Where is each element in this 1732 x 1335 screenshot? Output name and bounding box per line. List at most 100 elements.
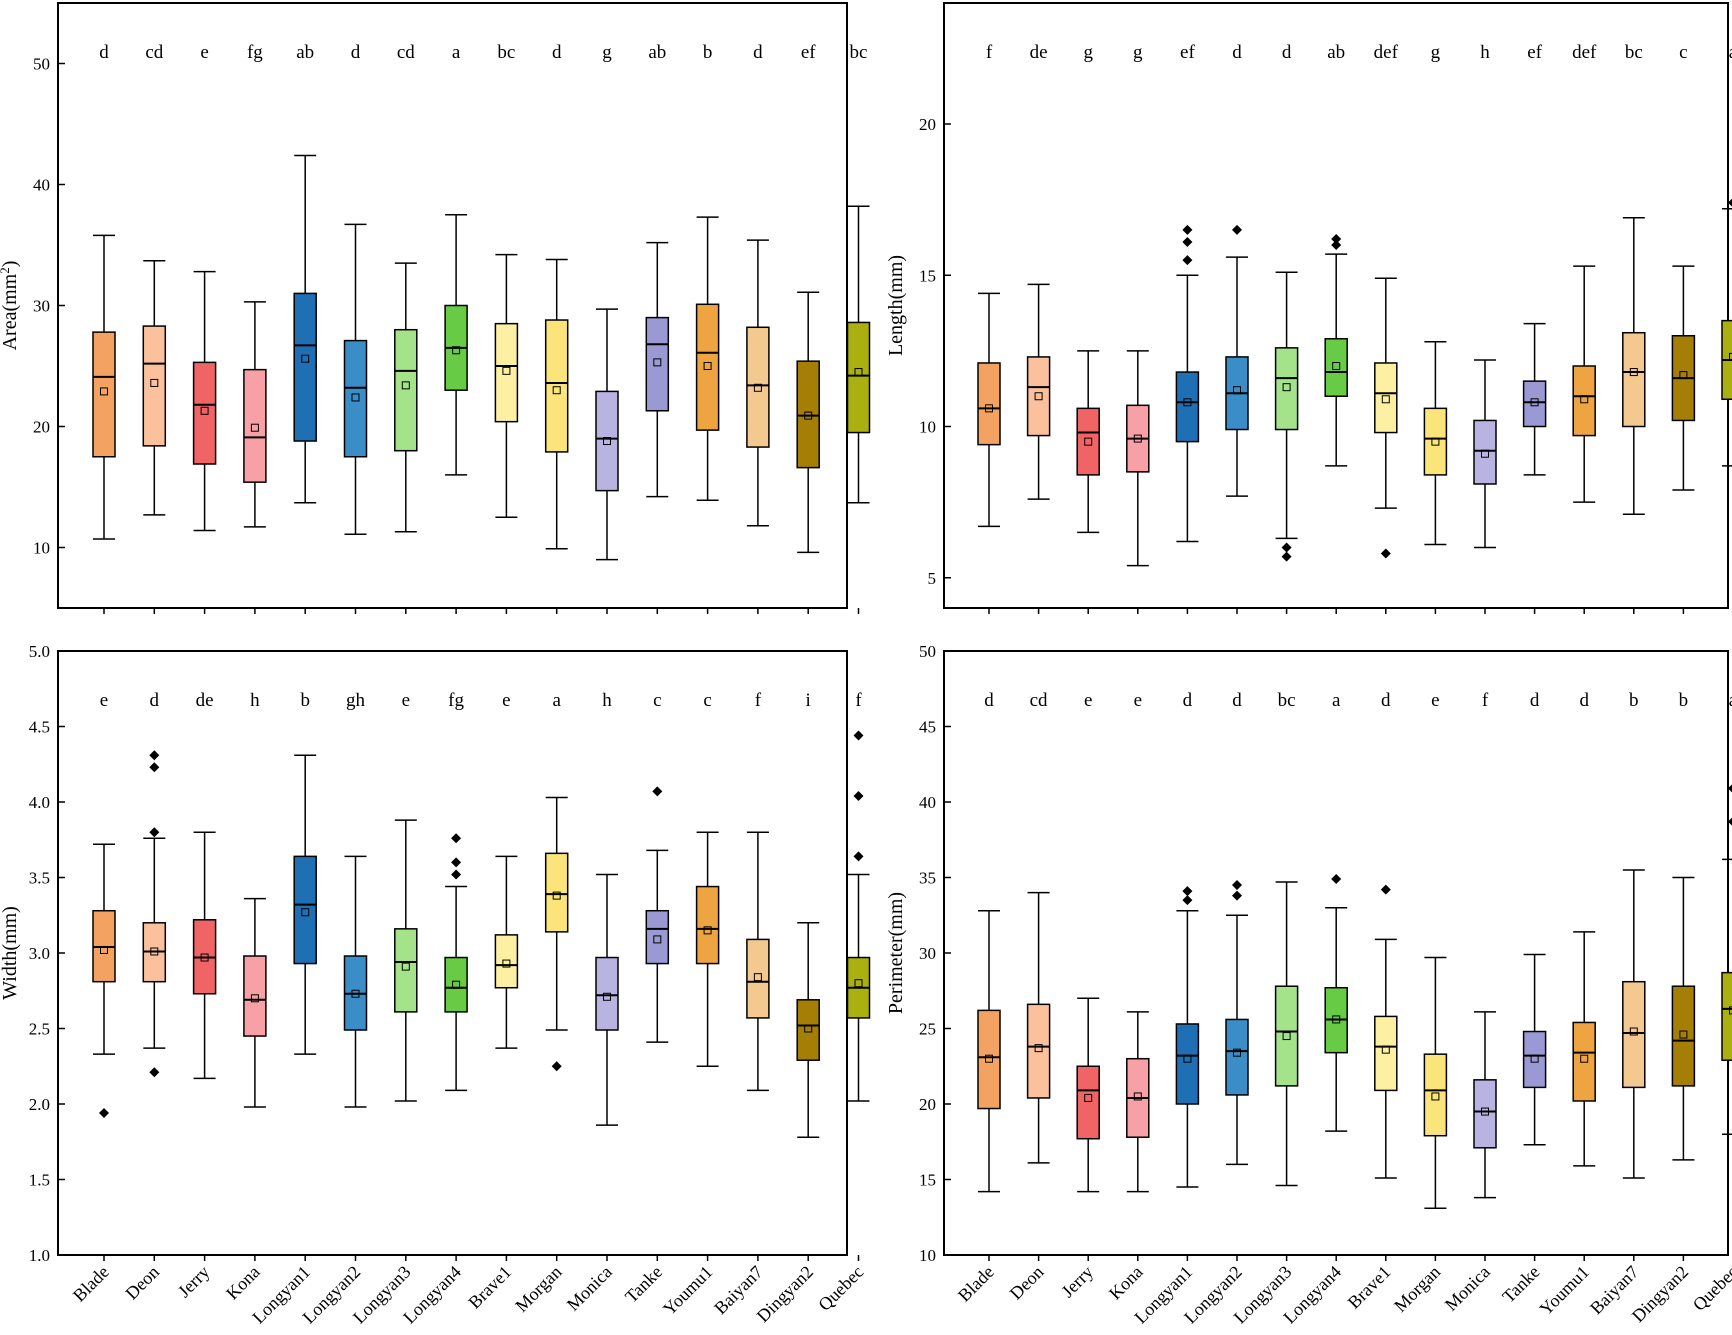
significance-letter: d bbox=[351, 42, 361, 63]
box-Longyan2 bbox=[343, 339, 368, 458]
mean-marker bbox=[1233, 1048, 1241, 1057]
mean-marker bbox=[1332, 362, 1341, 370]
significance-letter: ef bbox=[1180, 42, 1195, 63]
outlier-point bbox=[1380, 548, 1391, 559]
mean-marker bbox=[502, 366, 511, 375]
mean-marker bbox=[552, 386, 561, 395]
box-Quebec bbox=[846, 321, 871, 434]
box-Jerry bbox=[1076, 407, 1100, 476]
box-Morgan bbox=[544, 319, 569, 453]
category-label: Youmu1 bbox=[1536, 1262, 1593, 1319]
mean-marker bbox=[1580, 395, 1589, 404]
area-boxplot-panel: 10 20 30 40 50 Area(mm2) d cd e fg ab d cd a bc d g ab b d e… bbox=[0, 2, 871, 614]
mean-marker bbox=[603, 992, 611, 1001]
box-Quebec bbox=[1721, 971, 1732, 1061]
mean-marker bbox=[1084, 1093, 1093, 1102]
category-label: Tanke bbox=[1498, 1262, 1543, 1307]
mean-marker bbox=[100, 945, 108, 954]
significance-letter: d bbox=[1579, 690, 1589, 711]
mean-marker bbox=[452, 980, 461, 989]
significance-letter: gh bbox=[346, 690, 366, 711]
significance-letter: def bbox=[1374, 42, 1399, 63]
outlier-point bbox=[1331, 240, 1342, 250]
mean-marker bbox=[1679, 371, 1688, 380]
mean-marker bbox=[1133, 1092, 1142, 1101]
box-Kona bbox=[243, 368, 267, 483]
y-tick-label: 3.5 bbox=[29, 869, 50, 888]
box-Longyan4 bbox=[444, 956, 468, 1013]
mean-marker bbox=[1034, 1044, 1043, 1053]
significance-letter: cd bbox=[1030, 690, 1048, 711]
category-label: Monica bbox=[563, 1262, 616, 1315]
significance-letter: cd bbox=[397, 42, 415, 63]
significance-letter: d bbox=[1183, 690, 1193, 711]
mean-marker bbox=[401, 381, 410, 390]
mean-marker bbox=[100, 387, 108, 396]
significance-letter: f bbox=[1482, 690, 1489, 711]
box-Longyan3 bbox=[1274, 985, 1299, 1087]
outlier-point bbox=[1232, 890, 1242, 901]
mean-marker bbox=[1431, 437, 1440, 446]
mean-marker bbox=[1729, 1006, 1732, 1015]
significance-letter: h bbox=[602, 690, 612, 711]
width-boxplot-panel: 1.0 1.5 2.0 2.5 3.0 3.5 4.0 4.5 5.0 Width(mm) e Bla… bbox=[0, 642, 871, 1327]
significance-letter: b bbox=[1679, 690, 1689, 711]
y-tick-label: 20 bbox=[919, 1095, 936, 1114]
y-tick-label: 20 bbox=[919, 115, 936, 134]
category-label: Morgan bbox=[511, 1262, 565, 1316]
category-label: Deon bbox=[121, 1262, 163, 1304]
y-tick-label: 35 bbox=[919, 869, 936, 888]
mean-marker bbox=[1034, 392, 1043, 401]
outlier-point bbox=[853, 851, 864, 862]
category-label: Dingyan2 bbox=[753, 1262, 817, 1326]
category-label: Kona bbox=[222, 1262, 264, 1304]
mean-marker bbox=[804, 1024, 813, 1033]
category-label: Jerry bbox=[174, 1262, 214, 1302]
mean-marker bbox=[1282, 1032, 1291, 1041]
y-tick-label: 4.0 bbox=[29, 793, 50, 812]
outlier-point bbox=[1281, 551, 1292, 562]
box-Tanke bbox=[645, 909, 670, 965]
mean-marker bbox=[1183, 1054, 1192, 1063]
y-tick-label: 30 bbox=[919, 944, 936, 963]
significance-letter: f bbox=[855, 690, 862, 711]
significance-letter: c bbox=[703, 690, 711, 711]
significance-letter: d bbox=[150, 690, 160, 711]
mean-marker bbox=[250, 423, 259, 432]
significance-letter: e bbox=[1431, 690, 1439, 711]
box-Monica bbox=[1473, 419, 1497, 485]
box-Youmu1 bbox=[1572, 365, 1596, 437]
mean-marker bbox=[1530, 398, 1539, 407]
y-tick-label: 40 bbox=[33, 176, 50, 195]
y-axis-label: Perimeter(mm) bbox=[885, 892, 907, 1014]
box-Blade bbox=[977, 1009, 1001, 1110]
category-label: Quebec bbox=[814, 1262, 867, 1315]
length-boxplot-panel: 5 10 15 20 Length(mm) f de g g ef d d ab def g h ef def bc… bbox=[885, 2, 1732, 614]
significance-letter: i bbox=[806, 690, 811, 711]
outlier-point bbox=[1182, 255, 1193, 266]
outlier-point bbox=[149, 762, 160, 773]
box-Longyan1 bbox=[293, 855, 317, 965]
mean-marker bbox=[552, 891, 561, 900]
mean-marker bbox=[703, 362, 712, 370]
y-axis-label: Area(mm2) bbox=[0, 261, 21, 351]
significance-letter: c bbox=[1679, 42, 1687, 63]
significance-letter: g bbox=[1083, 42, 1093, 63]
significance-letter: a bbox=[1332, 690, 1341, 711]
category-label: Youmu1 bbox=[659, 1262, 716, 1319]
mean-marker bbox=[985, 1054, 993, 1063]
mean-marker bbox=[1332, 1015, 1341, 1024]
significance-letter: e bbox=[402, 690, 410, 711]
outlier-point bbox=[652, 786, 663, 797]
y-tick-label: 5 bbox=[928, 569, 937, 588]
outlier-point bbox=[1182, 224, 1193, 235]
outlier-point bbox=[853, 730, 864, 741]
significance-letter: ab bbox=[648, 42, 666, 63]
outlier-point bbox=[853, 790, 864, 801]
y-tick-label: 50 bbox=[919, 642, 936, 661]
significance-letter: g bbox=[1431, 42, 1441, 63]
significance-letter: ab bbox=[1327, 42, 1345, 63]
significance-letter: cd bbox=[145, 42, 163, 63]
significance-letter: d bbox=[753, 42, 763, 63]
significance-letter: d bbox=[1530, 690, 1540, 711]
